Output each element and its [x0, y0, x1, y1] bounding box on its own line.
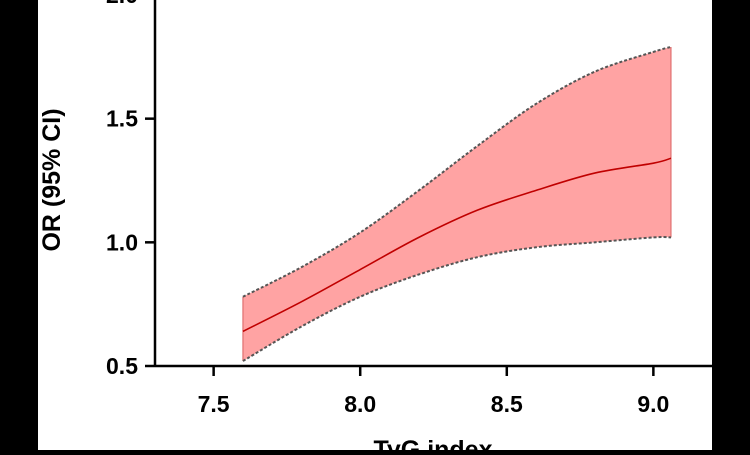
- axes-layer: [153, 0, 712, 368]
- x-axis-label: TyG index: [373, 436, 492, 450]
- ci-band: [242, 46, 671, 362]
- ticks-layer: 7.5 8.0 8.5 9.0 0.5 1.0 1.5 2.0: [106, 0, 669, 417]
- x-tick-label: 8.0: [344, 391, 376, 417]
- y-axis-label: OR (95% CI): [38, 108, 66, 251]
- y-tick-label: 1.0: [106, 229, 138, 255]
- y-tick-label: 1.5: [106, 106, 138, 132]
- lower-ci-line: [242, 236, 671, 362]
- y-tick-label: 0.5: [106, 353, 138, 379]
- series-layer: [242, 45, 672, 362]
- x-tick-label: 9.0: [637, 391, 669, 417]
- y-tick-label: 2.0: [106, 0, 138, 8]
- estimate-line: [242, 157, 672, 333]
- x-tick-label: 7.5: [198, 391, 230, 417]
- upper-ci-line: [242, 45, 672, 298]
- ci-band-layer: [242, 46, 671, 362]
- x-tick-label: 8.5: [491, 391, 523, 417]
